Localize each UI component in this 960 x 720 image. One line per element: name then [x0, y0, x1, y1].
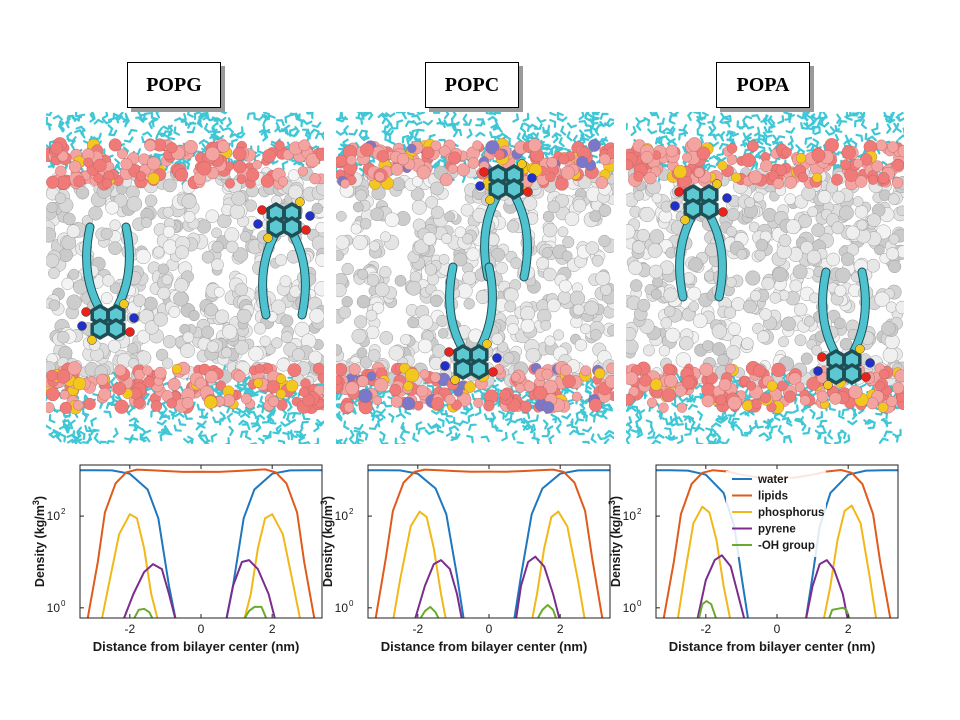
legend-box [726, 471, 826, 557]
series-line-water [656, 469, 898, 618]
x-axis-label: Distance from bilayer center (nm) [381, 639, 588, 654]
y-tick-exponent: 0 [61, 599, 66, 608]
y-tick-label: 10 [335, 601, 349, 615]
x-tick-label: 2 [845, 622, 852, 636]
x-tick-label: 0 [486, 622, 493, 636]
y-tick-exponent: 0 [349, 599, 354, 608]
panel-label-popg: POPG [127, 62, 221, 108]
y-tick-exponent: 2 [61, 507, 66, 516]
x-axis-label: Distance from bilayer center (nm) [669, 639, 876, 654]
lipid-headgroups [46, 137, 324, 415]
series-line-pyrene [414, 555, 561, 618]
series-line-oh_group [419, 604, 558, 618]
x-tick-label: -2 [700, 622, 711, 636]
y-tick-label: 10 [47, 509, 61, 523]
density-plot-popg: -2 0 2 10 0 10 2 Distance from bilayer center (… [30, 455, 330, 660]
legend-entry-pyrene: pyrene [758, 524, 796, 536]
x-tick-label: -2 [412, 622, 423, 636]
series-line-water [80, 469, 322, 618]
series-line-pyrene [696, 554, 849, 618]
y-tick-exponent: 0 [637, 599, 642, 608]
y-axis-label: Density (kg/m3) [607, 496, 623, 587]
series-line-water [368, 469, 610, 618]
series-line-lipids [86, 468, 316, 618]
series-line-phosphorus [101, 513, 301, 618]
density-plot-popa: -2 0 2 10 0 10 2 Distance from bilayer center (… [606, 455, 906, 660]
x-tick-label: 0 [774, 622, 781, 636]
y-tick-exponent: 2 [637, 507, 642, 516]
plot-area [368, 468, 610, 618]
pyrene-probes [670, 179, 875, 390]
panel-label-popc: POPC [425, 62, 519, 108]
x-tick-label: -2 [124, 622, 135, 636]
snapshot-popa [626, 112, 904, 444]
panel-label-popa: POPA [716, 62, 810, 108]
y-tick-label: 10 [623, 601, 637, 615]
series-line-pyrene [123, 559, 276, 618]
y-tick-label: 10 [47, 601, 61, 615]
series-line-oh_group [133, 605, 268, 618]
snapshot-popg [46, 112, 324, 444]
y-axis-label: Density (kg/m3) [319, 496, 335, 587]
snapshot-popc [336, 112, 614, 444]
x-tick-label: 2 [557, 622, 564, 636]
x-tick-label: 2 [269, 622, 276, 636]
membrane-render-popg [46, 112, 324, 444]
y-tick-label: 10 [335, 509, 349, 523]
y-tick-exponent: 2 [349, 507, 354, 516]
legend-entry-phosphorus: phosphorus [758, 507, 824, 519]
series-line-phosphorus [676, 504, 878, 618]
legend-entry-lipids: lipids [758, 491, 788, 503]
y-axis-label: Density (kg/m3) [31, 496, 47, 587]
plot-area [80, 468, 322, 618]
plot-frame [367, 464, 611, 619]
membrane-render-popc [336, 112, 614, 444]
legend-entry-water: water [757, 474, 789, 486]
pyrene-probes [77, 197, 315, 345]
x-tick-label: 0 [198, 622, 205, 636]
density-plot-popc: -2 0 2 10 0 10 2 Distance from bilayer center (… [318, 455, 618, 660]
y-tick-label: 10 [623, 509, 637, 523]
series-line-lipids [374, 468, 604, 618]
plot-area [656, 469, 898, 618]
lipid-headgroups [626, 137, 904, 414]
series-line-phosphorus [392, 510, 586, 618]
series-line-oh_group [698, 600, 851, 618]
membrane-render-popa [626, 112, 904, 444]
legend: water lipids phosphorus pyrene -OH group [726, 471, 826, 557]
x-axis-label: Distance from bilayer center (nm) [93, 639, 300, 654]
plot-frame [79, 464, 323, 619]
legend-entry-oh_group: -OH group [758, 540, 815, 552]
pyrene-probes [440, 159, 537, 385]
